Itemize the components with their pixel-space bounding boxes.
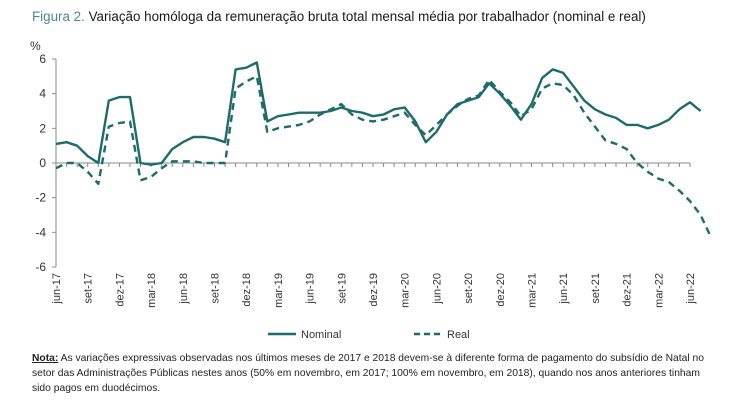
x-tick-label: mar-20 [400,273,412,308]
y-tick-label: 0 [39,156,46,170]
y-tick-label: -6 [35,260,46,274]
x-tick-label: set-18 [210,273,222,304]
y-tick-label: -4 [35,225,46,239]
y-tick-label: 4 [39,87,46,101]
figure-title: Figura 2. Variação homóloga da remuneraç… [32,9,646,24]
y-tick-label: 2 [39,121,46,135]
x-tick-label: dez-17 [114,273,126,307]
legend-label-nominal: Nominal [301,329,341,341]
x-tick-label: mar-18 [146,273,158,308]
x-tick-label: jun-19 [305,273,317,305]
x-tick-label: dez-21 [622,273,634,307]
x-tick-label: set-17 [83,273,95,304]
x-tick-label: mar-19 [273,273,285,308]
series-line-nominal [55,61,702,166]
x-tick-label: set-21 [590,273,602,304]
chart-note: Nota: As variações expressivas observada… [32,351,704,396]
x-tick-label: jun-17 [51,273,63,305]
y-tick-label: 6 [39,52,46,66]
x-tick-label: jun-22 [685,273,697,305]
x-tick-label: jun-18 [178,273,190,305]
line-chart: 6 4 2 0 -2 -4 -6% jun-17 set-17 dez-17 mar-18 jun-1… [30,39,713,341]
x-tick-label: set-19 [336,273,348,304]
x-tick-label: dez-18 [241,273,253,307]
x-tick-label: dez-20 [495,273,507,307]
x-tick-label: set-20 [463,273,475,304]
y-tick-label: -2 [35,191,46,205]
figure-title-text: Variação homóloga da remuneração bruta t… [88,9,646,24]
note-label: Nota: [32,353,59,364]
note-text: As variações expressivas observadas nos … [32,353,704,394]
y-axis-label: % [30,39,41,53]
series-line-real [55,75,713,239]
x-tick-label: mar-22 [653,273,665,308]
x-tick-label: jun-21 [558,273,570,305]
legend-label-real: Real [447,329,470,341]
x-tick-label: jun-20 [431,273,443,305]
x-tick-label: mar-21 [527,273,539,308]
x-tick-label: dez-19 [368,273,380,307]
figure-number: Figura 2. [32,9,85,24]
